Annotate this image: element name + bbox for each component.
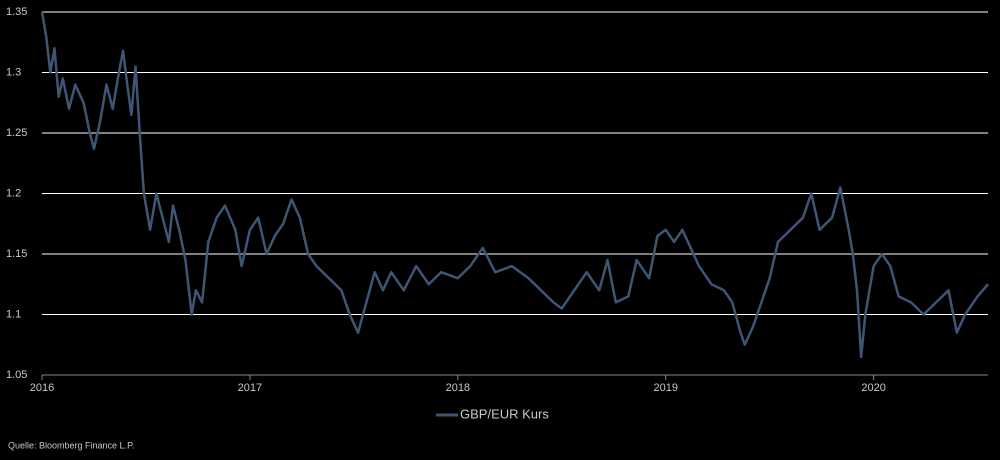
y-tick-label: 1.05 <box>6 369 27 381</box>
y-tick-label: 1.25 <box>6 127 27 139</box>
x-tick-label: 2016 <box>30 382 54 394</box>
legend-label: GBP/EUR Kurs <box>460 406 549 421</box>
source-note: Quelle: Bloomberg Finance L.P. <box>8 440 134 450</box>
y-tick-label: 1.15 <box>6 248 27 260</box>
y-tick-label: 1.1 <box>6 308 21 320</box>
series-line <box>40 11 989 359</box>
x-tick-label: 2020 <box>861 382 885 394</box>
y-tick-label: 1.35 <box>6 6 27 18</box>
x-tick-label: 2019 <box>653 382 677 394</box>
y-tick-label: 1.2 <box>6 187 21 199</box>
x-tick-label: 2018 <box>446 382 470 394</box>
y-tick-label: 1.3 <box>6 66 21 78</box>
x-tick-label: 2017 <box>238 382 262 394</box>
